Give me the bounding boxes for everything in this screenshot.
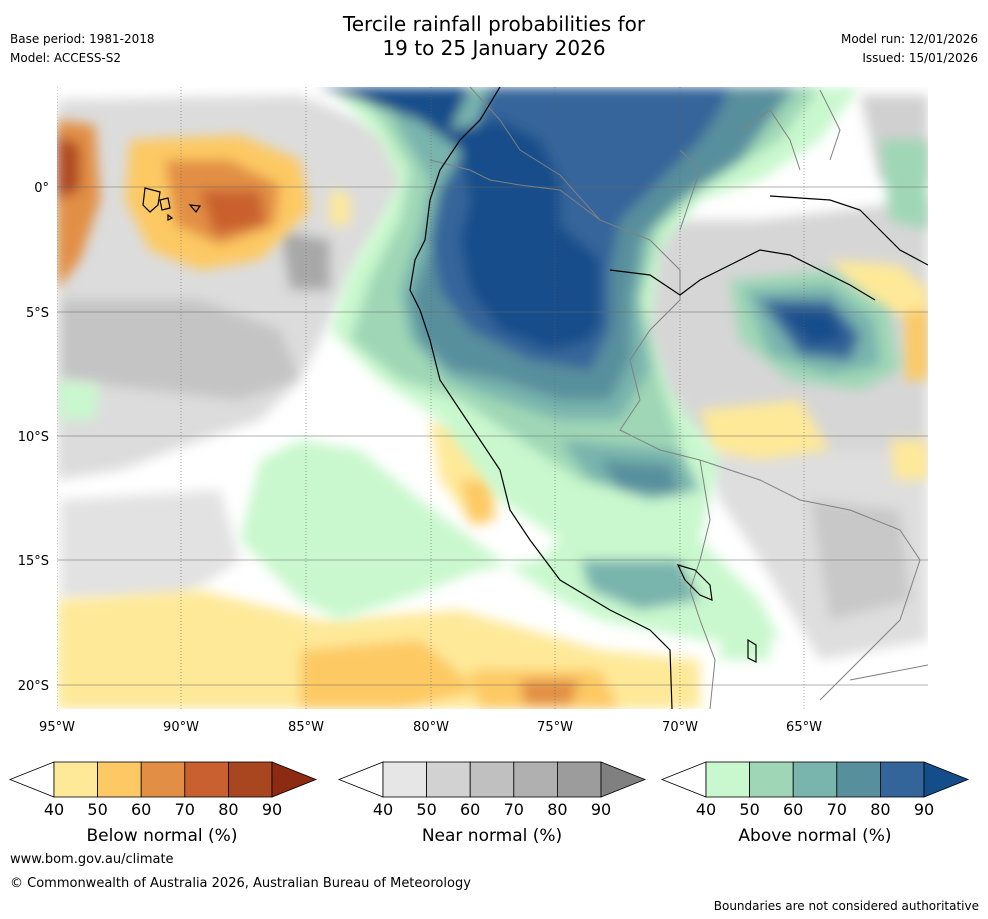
lat-label: 5°S bbox=[26, 306, 49, 321]
legend-below-tick: 70 bbox=[174, 800, 195, 819]
lon-label: 80°W bbox=[413, 720, 449, 735]
legend-near-tick: 80 bbox=[547, 800, 568, 819]
issued-date: Issued: 15/01/2026 bbox=[862, 51, 978, 65]
legend-below-tick: 90 bbox=[261, 800, 283, 819]
legend-near-swatch bbox=[469, 761, 515, 798]
legend-below-swatch bbox=[184, 761, 229, 798]
lon-label: 90°W bbox=[163, 720, 199, 735]
legend-above-swatch bbox=[836, 761, 881, 798]
legend-near-swatch bbox=[513, 761, 558, 798]
lat-label: 0° bbox=[34, 181, 49, 196]
lon-label: 65°W bbox=[786, 720, 822, 735]
lon-label: 95°W bbox=[39, 720, 75, 735]
legend-below-low-extension bbox=[8, 761, 55, 798]
legend-above-swatch bbox=[705, 761, 750, 798]
graticule bbox=[57, 87, 928, 709]
title-line-1: Tercile rainfall probabilities for bbox=[342, 12, 646, 36]
legend-below-tick: 50 bbox=[87, 800, 108, 819]
legend-below-swatch bbox=[53, 761, 98, 798]
galapagos-islands bbox=[142, 187, 202, 221]
below-normal-field bbox=[57, 120, 928, 709]
legend-above-high-extension bbox=[923, 761, 970, 798]
legend-near-tick: 90 bbox=[590, 800, 612, 819]
legend-above-tick: 60 bbox=[783, 800, 804, 819]
legend-title-below: Below normal (%) bbox=[86, 826, 238, 846]
legend-near-tick: 60 bbox=[460, 800, 481, 819]
legend-title-near: Near normal (%) bbox=[421, 826, 563, 846]
longitude-labels: 95°W 90°W 85°W 80°W 75°W 70°W 65°W bbox=[39, 720, 822, 735]
model-name: Model: ACCESS-S2 bbox=[10, 51, 122, 65]
latitude-labels: 0° 5°S 10°S 15°S 20°S bbox=[18, 181, 49, 694]
legend-above-low-extension bbox=[660, 761, 707, 798]
lon-label: 70°W bbox=[662, 720, 698, 735]
country-borders bbox=[429, 87, 928, 709]
legend-below-high-extension bbox=[271, 761, 318, 798]
legend-below-tick: 40 bbox=[43, 800, 65, 819]
lat-label: 15°S bbox=[18, 554, 49, 569]
chart-title: Tercile rainfall probabilities for 19 to… bbox=[0, 12, 988, 60]
legend-near-tick: 70 bbox=[503, 800, 524, 819]
legend-above-swatch bbox=[792, 761, 838, 798]
copyright-text: © Commonwealth of Australia 2026, Austra… bbox=[10, 876, 471, 891]
lat-label: 10°S bbox=[18, 430, 49, 445]
legend-near-swatch bbox=[426, 761, 471, 798]
legend-above-tick: 90 bbox=[913, 800, 935, 819]
legend-near-low-extension bbox=[337, 761, 384, 798]
legend-title-above: Above normal (%) bbox=[738, 826, 892, 846]
legend-below-tick: 80 bbox=[218, 800, 239, 819]
legend-near-tick: 50 bbox=[416, 800, 437, 819]
lon-label: 85°W bbox=[288, 720, 324, 735]
legend-above-swatch bbox=[880, 761, 925, 798]
title-line-2: 19 to 25 January 2026 bbox=[382, 36, 606, 60]
legend-below-swatch bbox=[227, 761, 273, 798]
legend-above-swatch bbox=[749, 761, 794, 798]
legend-above-tick: 80 bbox=[870, 800, 891, 819]
legend-below-swatch bbox=[140, 761, 186, 798]
legend-above-tick: 70 bbox=[826, 800, 847, 819]
base-period: Base period: 1981-2018 bbox=[10, 32, 155, 46]
legend-near-swatch bbox=[382, 761, 427, 798]
legend-above-tick: 50 bbox=[739, 800, 760, 819]
lat-label: 20°S bbox=[18, 679, 49, 694]
legend-colorbars bbox=[8, 761, 970, 798]
above-normal-field bbox=[57, 87, 928, 660]
website-link[interactable]: www.bom.gov.au/climate bbox=[10, 852, 174, 867]
legend-near-swatch bbox=[557, 761, 602, 798]
coastlines bbox=[409, 87, 928, 709]
model-run: Model run: 12/01/2026 bbox=[840, 32, 978, 46]
legend-below-tick: 60 bbox=[131, 800, 152, 819]
disclaimer-text: Boundaries are not considered authoritat… bbox=[713, 899, 979, 913]
legend-near-high-extension bbox=[600, 761, 647, 798]
legend-above-tick: 40 bbox=[695, 800, 717, 819]
map-area[interactable] bbox=[57, 87, 928, 709]
lon-label: 75°W bbox=[537, 720, 573, 735]
legend-below-swatch bbox=[97, 761, 142, 798]
legend-near-tick: 40 bbox=[372, 800, 394, 819]
